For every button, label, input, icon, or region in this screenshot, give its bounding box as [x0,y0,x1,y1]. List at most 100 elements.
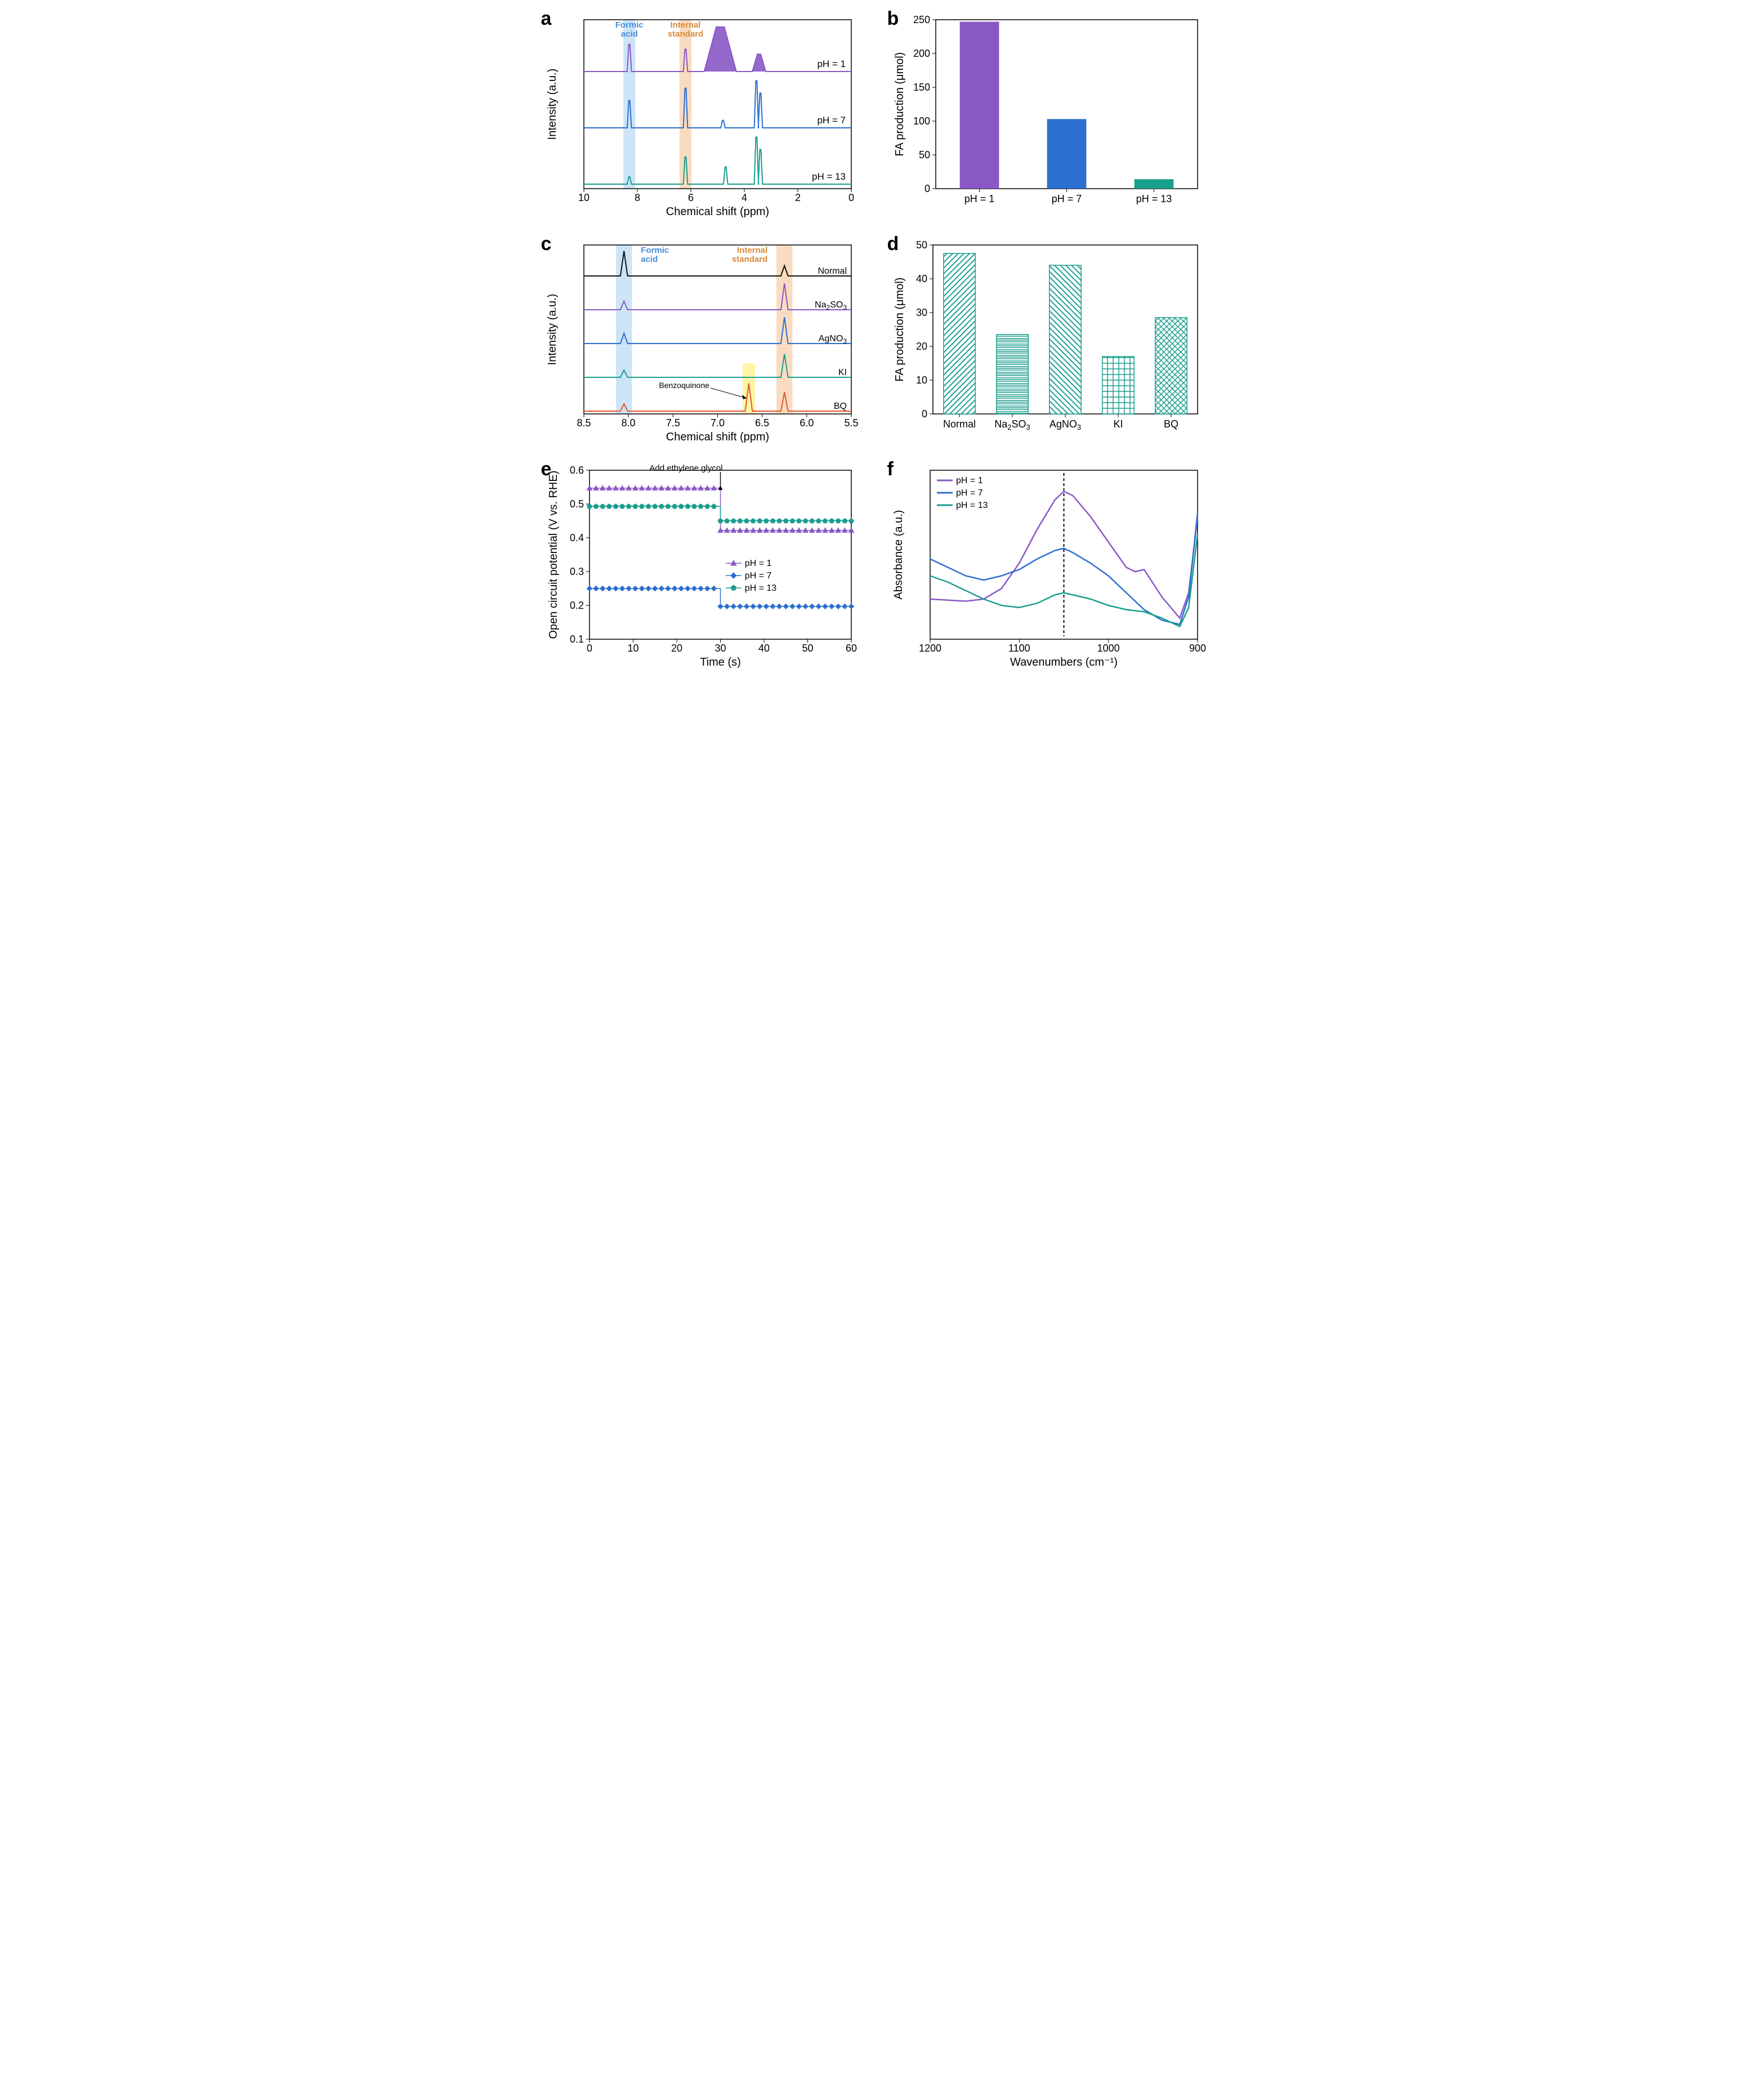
svg-text:1200: 1200 [918,643,941,654]
svg-text:Time (s): Time (s) [700,656,741,668]
svg-text:40: 40 [758,643,769,654]
svg-text:0.2: 0.2 [569,600,583,611]
svg-text:200: 200 [913,48,930,59]
panel-e: e 01020304050600.10.20.30.40.50.6Time (s… [544,462,874,670]
svg-text:30: 30 [714,643,726,654]
svg-text:50: 50 [918,149,930,161]
panel-b-chart: 0 50 100 150 200 250 FA production (μmol) pH = … [891,11,1206,220]
svg-text:Na2SO3: Na2SO3 [994,418,1030,431]
svg-text:Open circuit potential (V vs.: Open circuit potential (V vs. RHE) [547,471,560,639]
svg-text:Formic: Formic [641,246,669,255]
panel-d-label: d [887,233,899,255]
svg-text:Intensity (a.u.): Intensity (a.u.) [546,69,559,140]
svg-text:pH = 7: pH = 7 [817,115,846,126]
svg-text:0.4: 0.4 [569,532,583,543]
panel-f-label: f [887,458,894,480]
svg-text:Benzoquinone: Benzoquinone [659,381,709,390]
panel-a: a Formicacid Internalstandard 10 8 6 4 2 0 Chemi… [544,11,874,220]
svg-text:8.5: 8.5 [577,417,591,429]
svg-text:60: 60 [845,643,856,654]
svg-text:40: 40 [916,273,927,284]
panel-c: c 8.58.07.57.06.56.05.5Chemical shift (p… [544,237,874,445]
svg-text:6.0: 6.0 [800,417,814,429]
svg-text:0: 0 [848,192,854,203]
svg-text:standard: standard [667,29,703,39]
svg-text:900: 900 [1189,643,1205,654]
figure-grid: a FormicacidInternalstandard1086420Chemi… [544,11,1220,670]
svg-text:FA production (μmol): FA production (μmol) [894,278,906,382]
svg-text:250: 250 [913,14,930,25]
svg-text:pH = 7: pH = 7 [956,488,983,498]
svg-text:50: 50 [802,643,813,654]
panel-a-label: a [541,8,552,30]
svg-text:FA production (μmol): FA production (μmol) [894,52,906,157]
svg-text:Add ethylene glycol: Add ethylene glycol [649,463,722,473]
svg-text:Normal: Normal [943,418,975,430]
svg-text:8.0: 8.0 [621,417,635,429]
svg-text:0.1: 0.1 [569,634,583,645]
svg-text:pH = 1: pH = 1 [817,59,846,69]
svg-text:100: 100 [913,115,930,127]
svg-text:Intensity (a.u.): Intensity (a.u.) [546,294,559,365]
svg-text:KI: KI [1113,418,1123,430]
svg-text:pH = 13: pH = 13 [744,583,776,593]
svg-text:pH = 1: pH = 1 [956,476,983,485]
panel-e-chart: 0 10 20 30 40 50 60 0.1 0.2 0.3 0.4 0.5 0.6 Time (s) O… [544,462,860,670]
svg-text:150: 150 [913,82,930,93]
panel-d: d 01020304050FA production (μmol)NormalN… [891,237,1220,445]
svg-text:pH = 13: pH = 13 [1136,193,1172,204]
svg-text:Absorbance (a.u.): Absorbance (a.u.) [892,510,905,600]
svg-text:BQ: BQ [833,402,846,411]
svg-text:7.5: 7.5 [666,417,680,429]
svg-text:10: 10 [627,643,638,654]
svg-text:pH = 7: pH = 7 [744,571,771,581]
svg-text:6.5: 6.5 [755,417,769,429]
panel-c-label: c [541,233,552,255]
panel-d-chart: 0 10 20 30 40 50 FA production (μmol) Normal Na2… [891,237,1206,445]
svg-text:Internal: Internal [737,246,767,255]
svg-text:2: 2 [794,192,800,203]
svg-text:AgNO3: AgNO3 [1049,418,1080,431]
panel-f-chart: 1200 1100 1000 900 Wavenumbers (cm⁻¹) Absorba… [891,462,1206,670]
svg-text:pH = 1: pH = 1 [964,193,994,204]
svg-text:pH = 1: pH = 1 [744,559,771,568]
panel-c-chart: 8.5 8.0 7.5 7.0 6.5 6.0 5.5 Chemical shift (ppm… [544,237,860,445]
svg-text:pH = 13: pH = 13 [956,501,988,510]
svg-text:BQ: BQ [1163,418,1178,430]
svg-text:8: 8 [634,192,640,203]
panel-a-chart: Formicacid Internalstandard 10 8 6 4 2 0 Chemica… [544,11,860,220]
svg-text:10: 10 [578,192,589,203]
svg-text:0.6: 0.6 [569,465,583,476]
svg-text:0.3: 0.3 [569,566,583,577]
svg-text:Chemical shift (ppm): Chemical shift (ppm) [666,206,769,218]
svg-text:acid: acid [641,255,658,264]
svg-text:1100: 1100 [1008,643,1030,654]
svg-text:20: 20 [671,643,682,654]
svg-text:acid: acid [620,29,637,39]
svg-text:Normal: Normal [818,266,847,276]
svg-text:4: 4 [741,192,747,203]
svg-text:20: 20 [916,341,927,352]
svg-text:pH = 7: pH = 7 [1051,193,1082,204]
panel-b: b 050100150200250FA production (μmol)pH … [891,11,1220,220]
svg-text:Formic: Formic [615,20,643,30]
panel-e-label: e [541,458,552,480]
svg-text:0: 0 [924,183,930,194]
svg-text:KI: KI [838,368,846,377]
svg-text:7.0: 7.0 [710,417,724,429]
svg-text:50: 50 [916,239,927,251]
svg-text:Internal: Internal [670,20,700,30]
panel-b-label: b [887,8,899,30]
svg-text:10: 10 [916,375,927,386]
svg-text:0: 0 [586,643,592,654]
svg-text:standard: standard [731,255,767,264]
svg-text:1000: 1000 [1097,643,1119,654]
svg-text:30: 30 [916,307,927,318]
panel-f: f 120011001000900Wavenumbers (cm⁻¹)Absor… [891,462,1220,670]
svg-text:5.5: 5.5 [844,417,858,429]
svg-text:Wavenumbers (cm⁻¹): Wavenumbers (cm⁻¹) [1010,656,1118,668]
svg-text:6: 6 [687,192,693,203]
svg-text:Chemical shift (ppm): Chemical shift (ppm) [666,431,769,443]
svg-text:0.5: 0.5 [569,498,583,510]
svg-text:0: 0 [921,408,927,420]
